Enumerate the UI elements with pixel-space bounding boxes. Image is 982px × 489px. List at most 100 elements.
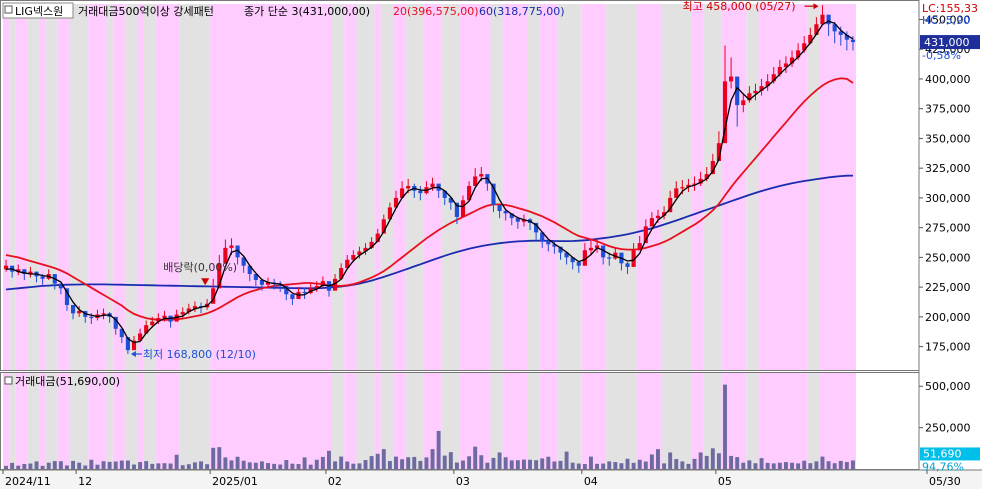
signal-band <box>39 4 46 370</box>
volume-bar <box>436 430 441 469</box>
candle-body <box>503 210 508 214</box>
candle-body <box>649 218 654 227</box>
signal-band-volume <box>332 373 345 469</box>
volume-bar <box>546 456 551 469</box>
volume-bar <box>783 462 788 469</box>
date-label: 2025/01 <box>212 475 258 488</box>
candle-body <box>479 174 484 177</box>
volume-bar <box>284 460 289 469</box>
candle-body <box>40 276 45 279</box>
candle-body <box>77 310 82 314</box>
volume-bar <box>58 461 63 469</box>
candle-body <box>686 184 691 188</box>
signal-band-volume <box>143 373 156 469</box>
current-price-tag <box>920 35 980 50</box>
candle-body <box>454 202 459 217</box>
signal-band-volume <box>758 373 808 469</box>
volume-bar <box>138 462 143 469</box>
candle-body <box>180 312 185 315</box>
volume-bar <box>217 447 222 469</box>
volume-bar <box>777 462 782 469</box>
candle-body <box>509 213 514 219</box>
volume-bar <box>314 459 319 469</box>
price-change: -0,58% <box>922 49 961 62</box>
volume-bar <box>844 462 849 469</box>
candle-body <box>783 63 789 68</box>
candle-body <box>259 279 265 285</box>
volume-bar <box>229 460 234 469</box>
price-tick-label: 400,000 <box>925 73 971 86</box>
volume-bar <box>101 461 106 469</box>
volume-bar <box>619 463 624 469</box>
signal-band-volume <box>356 373 375 469</box>
signal-band-volume <box>746 373 759 469</box>
volume-bar <box>381 449 386 469</box>
volume-bar <box>253 462 258 469</box>
candle-body <box>357 251 362 256</box>
candle-body <box>211 288 216 304</box>
candle-body <box>777 67 782 75</box>
volume-bar <box>119 460 124 469</box>
legend-checkbox-icon[interactable] <box>4 5 13 14</box>
volume-bar <box>485 462 490 469</box>
candle-body <box>320 281 325 286</box>
candle-body <box>497 205 502 211</box>
volume-bar <box>394 456 398 469</box>
candle-body <box>16 269 21 272</box>
candle-body <box>186 308 191 313</box>
signal-band <box>15 4 28 370</box>
date-label: 02 <box>328 475 342 488</box>
candle-body <box>284 285 289 295</box>
signal-band-volume <box>9 373 16 469</box>
signal-band <box>636 4 662 370</box>
signal-band-volume <box>155 373 180 469</box>
candle-body <box>418 190 423 194</box>
price-tick-label: 375,000 <box>925 103 971 116</box>
candle-body <box>58 283 63 289</box>
signal-band-volume <box>210 373 333 469</box>
signal-band <box>155 4 180 370</box>
signal-band-volume <box>39 373 46 469</box>
volume-bar <box>107 461 112 469</box>
volume-bar <box>765 462 770 469</box>
candle-body <box>692 183 697 185</box>
volume-bar <box>83 465 88 469</box>
candle-body <box>570 257 575 263</box>
volume-bar <box>668 452 673 469</box>
volume-bar <box>540 458 545 469</box>
volume-bar <box>302 457 307 469</box>
volume-bar <box>741 462 746 469</box>
signal-band-volume <box>106 373 113 469</box>
volume-bar <box>461 460 465 469</box>
volume-bar <box>528 459 532 469</box>
price-tick-label: 450,000 <box>925 13 971 26</box>
volume-bar <box>564 451 569 469</box>
volume-bar <box>625 458 630 469</box>
volume-bar <box>290 463 295 469</box>
candle-body <box>223 247 228 264</box>
volume-bar <box>716 453 721 469</box>
volume-bar <box>10 462 15 469</box>
candle-body <box>594 245 600 248</box>
signal-band <box>9 4 16 370</box>
price-tick-label: 350,000 <box>925 132 971 145</box>
volume-bar <box>631 462 636 469</box>
signal-band <box>703 4 722 370</box>
signal-band <box>356 4 375 370</box>
ma60-line <box>5 174 854 291</box>
candle-body <box>89 316 94 319</box>
volume-bar <box>400 459 405 469</box>
candle-body <box>534 222 539 233</box>
candle-body <box>70 304 76 314</box>
volume-checkbox-icon[interactable] <box>4 376 13 385</box>
volume-bar <box>582 464 587 469</box>
candle-body <box>576 262 581 266</box>
ma3-line <box>5 20 854 344</box>
candle-body <box>381 219 386 234</box>
volume-bar <box>643 461 648 469</box>
candle-body <box>729 76 734 82</box>
signal-band-volume <box>70 373 89 469</box>
volume-bar <box>442 455 447 469</box>
candle-body <box>558 246 563 253</box>
